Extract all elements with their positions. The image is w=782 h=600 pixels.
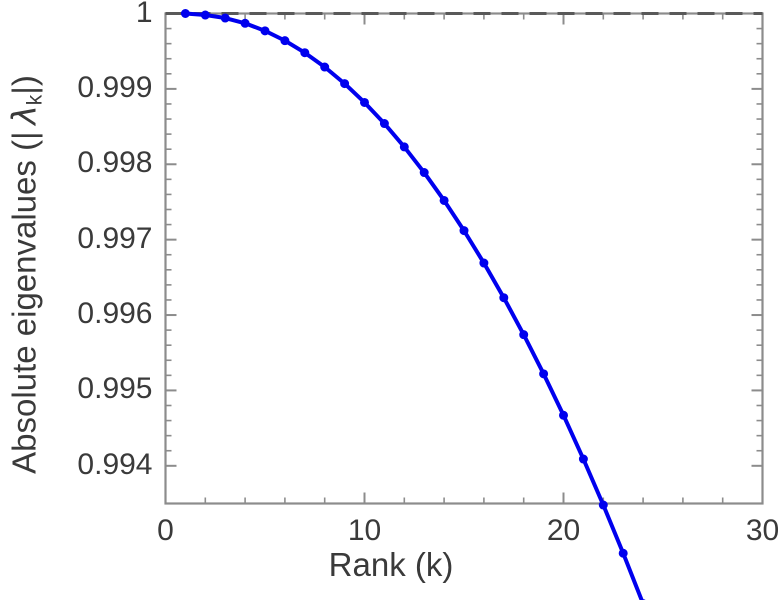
x-tick-label: 30 — [745, 513, 780, 547]
lambda-subscript: k — [23, 94, 47, 106]
y-tick-label: 0.996 — [77, 297, 153, 331]
x-tick-label: 10 — [347, 513, 382, 547]
y-tick-label: 0.998 — [77, 146, 153, 180]
y-tick-label: 0.999 — [77, 70, 153, 104]
lambda-symbol: λ — [4, 105, 44, 125]
y-tick-label: 0.995 — [77, 372, 153, 406]
y-tick-label: 0.997 — [77, 221, 153, 255]
y-axis-title-suffix: |) — [5, 75, 43, 95]
x-tick-label: 0 — [157, 513, 174, 547]
y-axis-title-prefix: Absolute eigenvalues (| — [5, 124, 43, 474]
x-axis-title: Rank (k) — [328, 546, 454, 583]
axis-ticks — [164, 12, 764, 504]
y-tick-label: 0.994 — [77, 447, 153, 481]
y-axis-title: Absolute eigenvalues (| λk|) — [4, 15, 47, 535]
axes-box — [164, 12, 764, 505]
y-tick-label: 1 — [135, 0, 153, 29]
x-tick-label: 20 — [546, 513, 581, 547]
eigenvalue-series — [180, 9, 646, 600]
